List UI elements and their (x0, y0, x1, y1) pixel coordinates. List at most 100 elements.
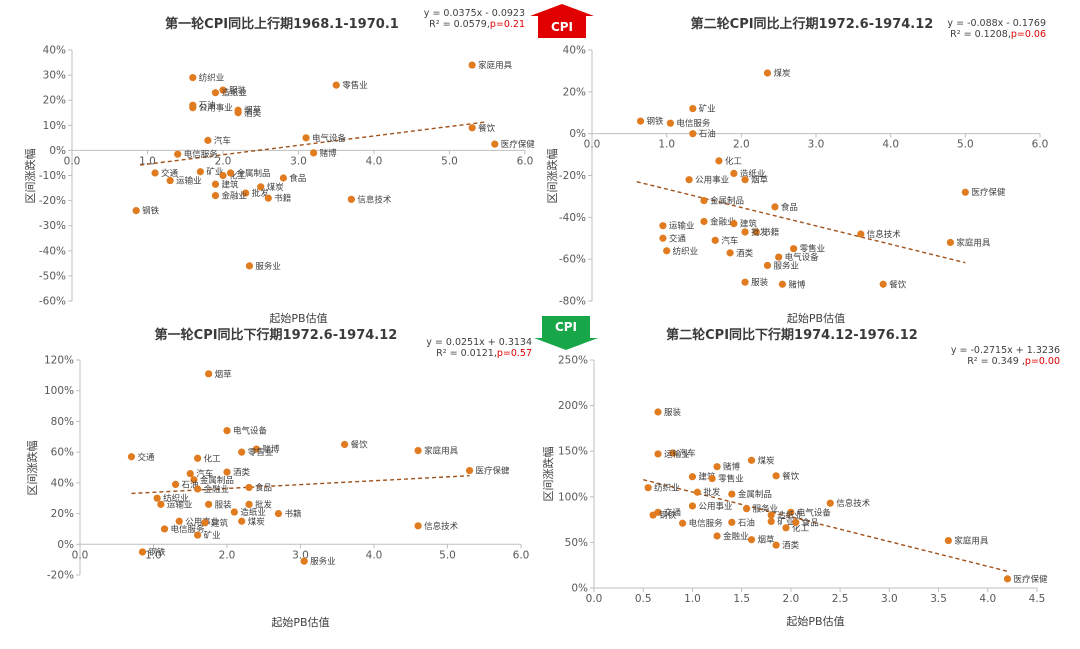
data-point (772, 472, 780, 480)
point-label: 公用事业 (698, 501, 732, 512)
y-tick-label: -50% (39, 270, 66, 282)
data-point (341, 440, 349, 449)
arrow-label: CPI (551, 20, 573, 34)
y-tick-label: 80% (51, 416, 74, 428)
point-label: 运输业 (176, 176, 202, 187)
point-label: 纺织业 (199, 73, 225, 84)
data-point (711, 236, 719, 244)
y-tick-label: 200% (558, 400, 588, 412)
y-tick-label: 20% (43, 95, 66, 107)
point-label: 医疗保健 (476, 466, 511, 477)
data-point (782, 524, 790, 532)
data-point (708, 474, 716, 483)
data-point (649, 511, 657, 519)
y-axis-title: 区间涨跌幅 (25, 441, 39, 496)
data-point (234, 109, 242, 117)
data-point (465, 466, 474, 475)
point-label: 汽车 (196, 469, 213, 480)
data-point (302, 134, 310, 142)
data-point (787, 508, 795, 516)
data-point (730, 169, 738, 178)
trend-equation: y = -0.2715x + 1.3236 (951, 345, 1060, 356)
y-tick-label: 40% (51, 477, 74, 489)
data-point (741, 278, 749, 286)
data-point (160, 525, 169, 533)
data-point (186, 470, 194, 478)
x-tick-label: 4.0 (882, 139, 899, 151)
point-label: 家庭用具 (956, 237, 991, 248)
data-point (414, 447, 422, 455)
point-label: 烟草 (244, 105, 262, 116)
data-point (857, 230, 865, 238)
x-tick-label: 6.0 (517, 155, 534, 167)
data-point (685, 176, 693, 184)
data-point (767, 511, 775, 519)
point-label: 矿业 (206, 167, 223, 178)
data-point (468, 124, 476, 132)
x-tick-label: 2.0 (733, 139, 750, 151)
point-label: 书籍 (274, 193, 291, 204)
point-label: 金融业 (204, 484, 230, 495)
x-tick-label: 0.0 (72, 549, 89, 561)
data-point (252, 445, 260, 453)
point-label: 纺织业 (654, 483, 680, 494)
x-tick-label: 0.5 (635, 593, 652, 605)
point-label: 金属制品 (200, 475, 234, 486)
y-tick-label: 150% (558, 446, 588, 458)
point-label: 钢铁 (142, 206, 160, 217)
x-tick-label: 0.0 (584, 139, 601, 151)
point-label: 矿业 (204, 530, 221, 541)
y-tick-label: -80% (559, 296, 586, 308)
point-label: 电信服务 (689, 518, 724, 529)
point-label: 造纸业 (221, 88, 247, 99)
point-label: 赌博 (320, 148, 338, 159)
data-point (491, 140, 499, 148)
data-point (728, 518, 736, 526)
data-point (659, 234, 667, 242)
point-label: 造纸业 (740, 168, 766, 179)
point-label: 医疗保健 (971, 187, 1006, 198)
point-label: 服装 (664, 407, 682, 418)
point-label: 餐饮 (889, 279, 907, 290)
y-tick-label: -40% (39, 245, 66, 257)
x-tick-label: 2.0 (215, 155, 232, 167)
point-label: 矿业 (699, 104, 716, 115)
y-axis-title: 区间涨跌幅 (545, 149, 559, 204)
point-label: 零售业 (718, 474, 744, 485)
x-tick-label: 1.0 (684, 593, 701, 605)
data-point (693, 488, 701, 496)
chart-4: 第二轮CPI同比下行期1974.12-1976.12 y = -0.2715x +… (541, 327, 1060, 628)
x-tick-label: 4.5 (1029, 593, 1046, 605)
point-label: 餐饮 (478, 123, 496, 134)
x-tick-label: 4.0 (366, 549, 383, 561)
data-point (189, 104, 197, 112)
point-label: 酒类 (233, 467, 251, 478)
data-point (772, 541, 780, 549)
y-tick-label: -30% (39, 220, 66, 232)
data-point (175, 517, 183, 525)
y-tick-label: 100% (558, 491, 588, 503)
data-point (190, 476, 198, 484)
point-label: 金融业 (221, 191, 247, 202)
data-point (257, 183, 265, 191)
point-label: 化工 (229, 171, 247, 182)
data-point (205, 500, 213, 508)
point-label: 赌博 (723, 462, 741, 473)
data-point (238, 517, 246, 525)
x-tick-label: 2.0 (783, 593, 800, 605)
data-point (300, 557, 308, 565)
point-label: 家庭用具 (478, 60, 513, 71)
data-point (644, 484, 652, 492)
data-point (689, 104, 697, 113)
point-label: 化工 (204, 453, 222, 464)
data-point (310, 149, 318, 157)
data-point (715, 157, 723, 165)
x-axis-title: 起始PB估值 (787, 311, 845, 325)
r-squared-text: R² = 0.0579,p=0.21 (429, 19, 525, 30)
data-point (219, 86, 227, 94)
x-tick-label: 0.0 (586, 593, 603, 605)
point-label: 服装 (215, 499, 233, 510)
point-label: 信息技术 (357, 194, 392, 205)
y-tick-label: -20% (559, 170, 586, 182)
arrow-down-icon (534, 316, 598, 350)
